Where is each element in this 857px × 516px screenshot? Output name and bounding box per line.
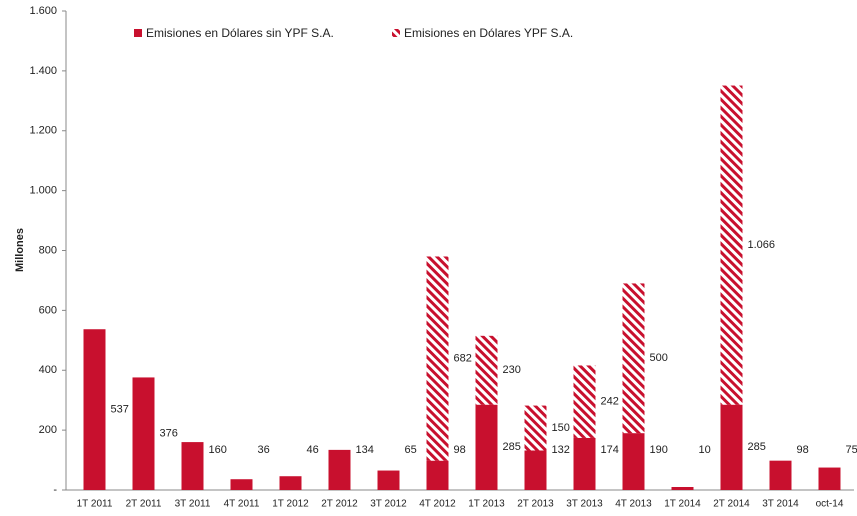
y-tick-label: - — [53, 484, 57, 496]
data-label: 376 — [160, 428, 178, 440]
x-tick-label: 4T 2011 — [224, 499, 260, 510]
x-tick-label: 2T 2011 — [126, 499, 162, 510]
x-tick-label: 1T 2011 — [77, 499, 113, 510]
bar-segment — [426, 256, 449, 461]
data-label: 36 — [258, 444, 270, 456]
bar-segment — [622, 433, 645, 490]
bar-segment — [279, 476, 302, 490]
data-label: 46 — [307, 444, 319, 456]
data-label: 537 — [111, 404, 129, 416]
data-label: 682 — [454, 352, 472, 364]
x-tick-label: 1T 2012 — [272, 499, 309, 510]
bar-segment — [475, 404, 498, 490]
data-label: 132 — [552, 444, 570, 456]
x-tick-label: 4T 2012 — [419, 499, 456, 510]
bar-segment — [475, 335, 498, 405]
bar-segment — [573, 437, 596, 490]
x-tick-label: 1T 2014 — [664, 499, 701, 510]
data-label: 98 — [454, 444, 466, 456]
y-tick-label: 1.000 — [29, 185, 57, 197]
data-label: 1.066 — [748, 239, 776, 251]
data-label: 174 — [601, 444, 619, 456]
data-label: 230 — [503, 364, 521, 376]
bar-segment — [769, 460, 792, 490]
legend-label: Emisiones en Dólares YPF S.A. — [404, 26, 573, 40]
bar-segment — [622, 283, 645, 434]
x-tick-label: 1T 2013 — [468, 499, 505, 510]
bar-segment — [818, 467, 841, 490]
data-label: 500 — [650, 352, 668, 364]
data-label: 10 — [699, 444, 711, 456]
x-tick-label: 4T 2013 — [615, 499, 652, 510]
y-tick-label: 1.200 — [29, 125, 57, 137]
bar-segment — [377, 470, 400, 490]
x-tick-label: 2T 2014 — [713, 499, 750, 510]
data-label: 242 — [601, 396, 619, 408]
legend-swatch — [134, 29, 142, 37]
data-label: 134 — [356, 444, 374, 456]
bar-segment — [524, 405, 547, 451]
y-tick-label: 1.400 — [29, 65, 57, 77]
x-tick-label: 3T 2014 — [762, 499, 799, 510]
bar-segment — [83, 329, 106, 490]
y-tick-label: 400 — [39, 364, 57, 376]
data-label: 150 — [552, 422, 570, 434]
y-tick-label: 800 — [39, 244, 57, 256]
bar-segment — [426, 460, 449, 490]
data-label: 75 — [846, 444, 857, 456]
data-label: 98 — [797, 444, 809, 456]
data-label: 285 — [503, 441, 521, 453]
bar-segment — [328, 449, 351, 490]
bar-segment — [230, 479, 253, 490]
y-tick-label: 600 — [39, 304, 57, 316]
legend-label: Emisiones en Dólares sin YPF S.A. — [146, 26, 334, 40]
data-label: 65 — [405, 444, 417, 456]
y-tick-label: 200 — [39, 424, 57, 436]
y-axis-title: Millones — [14, 228, 26, 272]
legend-swatch — [392, 29, 400, 37]
y-tick-label: 1.600 — [29, 5, 57, 17]
bar-segment — [524, 450, 547, 490]
x-tick-label: 3T 2013 — [566, 499, 603, 510]
data-label: 160 — [209, 444, 227, 456]
data-label: 285 — [748, 441, 766, 453]
bar-segment — [573, 365, 596, 438]
bar-segment — [181, 442, 204, 490]
x-tick-label: oct-14 — [816, 499, 844, 510]
x-tick-label: 2T 2012 — [321, 499, 358, 510]
bar-segment — [671, 487, 694, 490]
x-tick-label: 2T 2013 — [517, 499, 554, 510]
bar-segment — [720, 85, 743, 405]
bar-segment — [720, 404, 743, 490]
x-tick-label: 3T 2011 — [175, 499, 211, 510]
bar-segment — [132, 377, 155, 490]
x-tick-label: 3T 2012 — [370, 499, 407, 510]
data-label: 190 — [650, 444, 668, 456]
